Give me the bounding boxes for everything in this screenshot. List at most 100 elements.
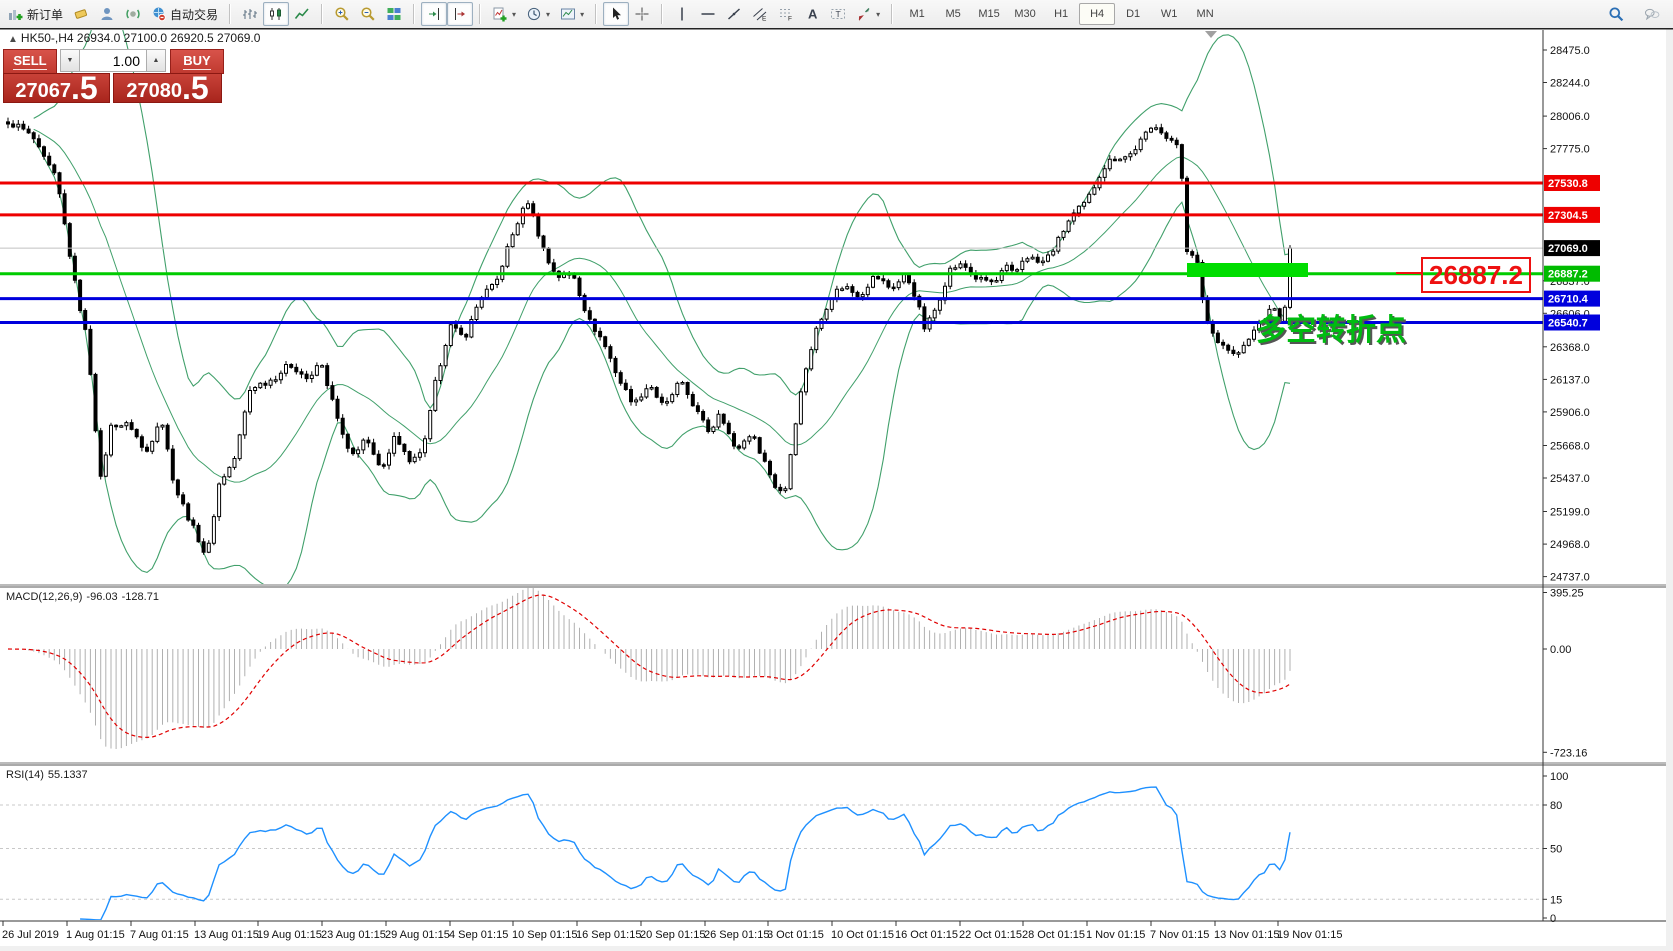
broadcast-button[interactable] [120,2,146,26]
autotrade-button[interactable]: 自动交易 [146,2,223,26]
rsi-pane[interactable] [0,786,1543,920]
fibo-icon: F [780,9,793,23]
volume-input[interactable] [80,49,146,72]
timeframe-D1-button[interactable]: D1 [1126,8,1141,20]
price-flag-26887.2 [1544,265,1600,282]
time-axis[interactable]: 26 Jul 2019 1 Aug 01:15 7 Aug 01:15 13 Aug … [2,921,1342,941]
line-chart-button[interactable] [289,2,315,26]
template-dropdown-arrow-icon[interactable]: ▾ [580,9,585,19]
indicators-button[interactable]: ▾ [487,2,521,26]
price-flag-label: 27530.8 [1548,178,1588,190]
price-tick-label: 28006.0 [1550,111,1590,123]
hline-icon [701,13,715,15]
price-tick-label: 25668.0 [1550,441,1590,453]
macd-signal-line [7,594,1291,739]
timeframe-W1-button[interactable]: W1 [1160,8,1178,20]
community-button[interactable] [1639,2,1665,26]
new-order-button[interactable]: 新订单 [3,2,68,26]
sell-button[interactable]: SELL [3,49,57,74]
candles-chart-button[interactable] [263,2,290,26]
support-highlight-rect[interactable] [1187,263,1308,277]
bollinger-middle-band [33,128,1291,483]
bull-candles [16,123,1292,553]
timeframe-M1-button[interactable]: M1 [909,8,925,20]
timeframe-M5-button[interactable]: M5 [945,8,961,20]
zoom-out-button[interactable] [355,2,381,26]
label-button[interactable]: T [825,2,851,26]
trendline-button[interactable] [721,2,747,26]
crosshair-button[interactable] [629,2,655,26]
date-label: 1 Nov 01:15 [1086,929,1145,941]
search-button[interactable] [1603,2,1629,26]
price-tick-label: 24968.0 [1550,539,1590,551]
arrows-button[interactable]: ▾ [851,2,885,26]
indicators-dropdown-arrow-icon[interactable]: ▾ [512,9,517,19]
date-label: 1 Aug 01:15 [66,929,125,941]
macd-indicator-label: MACD(12,26,9) -96.03 -128.71 [6,591,159,603]
profile-button[interactable] [94,2,120,26]
periods-clock-button[interactable]: ▾ [521,2,555,26]
shift-end-button[interactable] [421,2,448,26]
channel-button[interactable]: E [747,2,773,26]
template-button[interactable]: ▾ [555,2,589,26]
main-price-pane[interactable] [6,0,1292,590]
tile-windows-button[interactable] [381,2,407,26]
buy-price-fraction: .5 [181,69,209,106]
volume-stepper: ▼ ▲ [60,49,166,72]
community-icon [1645,8,1660,21]
date-label: 13 Aug 01:15 [194,929,259,941]
arrows-dropdown-arrow-icon[interactable]: ▾ [876,9,881,19]
price-flag-label: 27069.0 [1548,243,1588,255]
svg-text:F: F [788,16,792,23]
toolbar-separator [229,4,232,24]
date-label: 16 Sep 01:15 [576,929,641,941]
timeframe-H4-button[interactable]: H4 [1079,3,1116,25]
date-label: 19 Nov 01:15 [1277,929,1342,941]
price-axis[interactable]: 28475.028244.028006.027775.026837.026606… [1543,45,1600,925]
fibo-button[interactable]: F [773,2,799,26]
cursor-button[interactable] [603,2,630,26]
eraser-button[interactable] [68,2,94,26]
toolbar-group-2 [326,1,410,27]
timeframe-MN-button[interactable]: MN [1196,8,1214,20]
price-flag-27304.5 [1544,206,1600,223]
zoom-in-button[interactable] [329,2,355,26]
rsi-tick-label: 0 [1550,913,1556,925]
price-tick-label: 28244.0 [1550,78,1590,90]
vline-button[interactable] [669,2,695,26]
price-level-callout[interactable]: 26887.2 [1421,257,1531,293]
profile-icon [101,8,113,20]
periods-clock-dropdown-arrow-icon[interactable]: ▾ [546,9,551,19]
label-icon: T [831,9,846,19]
text-button[interactable]: A [799,2,825,26]
new-order-icon [9,10,23,20]
text-icon: A [808,7,818,22]
date-label: 7 Aug 01:15 [130,929,189,941]
volume-down-button[interactable]: ▼ [60,49,80,72]
hline-button[interactable] [695,2,721,26]
turning-point-annotation[interactable]: 多空转折点 [1256,314,1406,347]
buy-price-display[interactable]: 27080.5 [113,69,222,106]
price-flag-26540.7 [1544,314,1600,331]
toolbar-separator [661,4,664,24]
macd-pane[interactable] [7,588,1291,749]
sell-price-display[interactable]: 27067.5 [3,72,110,104]
macd-name: MACD(12,26,9) [6,591,83,603]
symbol-ohlc-text: HK50-,H4 26934.0 27100.0 26920.5 27069.0 [20,31,261,45]
timeframe-H1-button[interactable]: H1 [1054,8,1069,20]
arrows-icon [858,8,870,21]
candles-chart-icon [270,8,282,20]
bars-chart-button[interactable] [237,2,263,26]
timeframe-M30-button[interactable]: M30 [1014,8,1036,20]
timeframe-M15-button[interactable]: M15 [978,8,1000,20]
toolbar-group-0: 新订单 自动交易 [0,1,226,27]
buy-button-label: BUY [183,53,211,70]
toolbar-group-5 [600,1,658,27]
autoscroll-icon [455,8,466,20]
volume-up-button[interactable]: ▲ [146,49,166,72]
autoscroll-button[interactable] [447,2,474,26]
price-flag-26710.4 [1544,290,1600,307]
chart-shift-marker-icon[interactable] [1205,31,1217,38]
svg-text:T: T [836,9,841,19]
